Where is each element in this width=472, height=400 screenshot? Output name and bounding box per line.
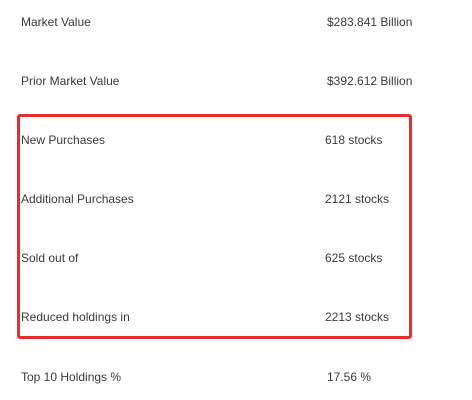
stat-row-reduced-holdings: Reduced holdings in 2213 stocks [0,307,472,327]
stat-row-new-purchases: New Purchases 618 stocks [0,130,472,150]
stat-row-market-value: Market Value $283.841 Billion [0,12,472,32]
stat-row-prior-market-value: Prior Market Value $392.612 Billion [0,71,472,91]
stat-label: Additional Purchases [21,192,134,206]
stat-value: 17.56 % [327,370,372,384]
stat-label: Market Value [21,15,91,29]
stat-label: New Purchases [21,133,106,147]
stat-value: $283.841 Billion [327,15,413,29]
stat-value: 2121 stocks [325,192,390,206]
stat-value: 625 stocks [325,251,383,265]
stat-label: Top 10 Holdings % [21,370,122,384]
stat-row-sold-out-of: Sold out of 625 stocks [0,248,472,268]
stat-label: Prior Market Value [21,74,120,88]
stat-value: $392.612 Billion [327,74,413,88]
stat-value: 2213 stocks [325,310,390,324]
stat-label: Sold out of [21,251,79,265]
stat-row-top-10-holdings: Top 10 Holdings % 17.56 % [0,367,472,387]
stat-value: 618 stocks [325,133,383,147]
stat-row-additional-purchases: Additional Purchases 2121 stocks [0,189,472,209]
stat-label: Reduced holdings in [21,310,130,324]
